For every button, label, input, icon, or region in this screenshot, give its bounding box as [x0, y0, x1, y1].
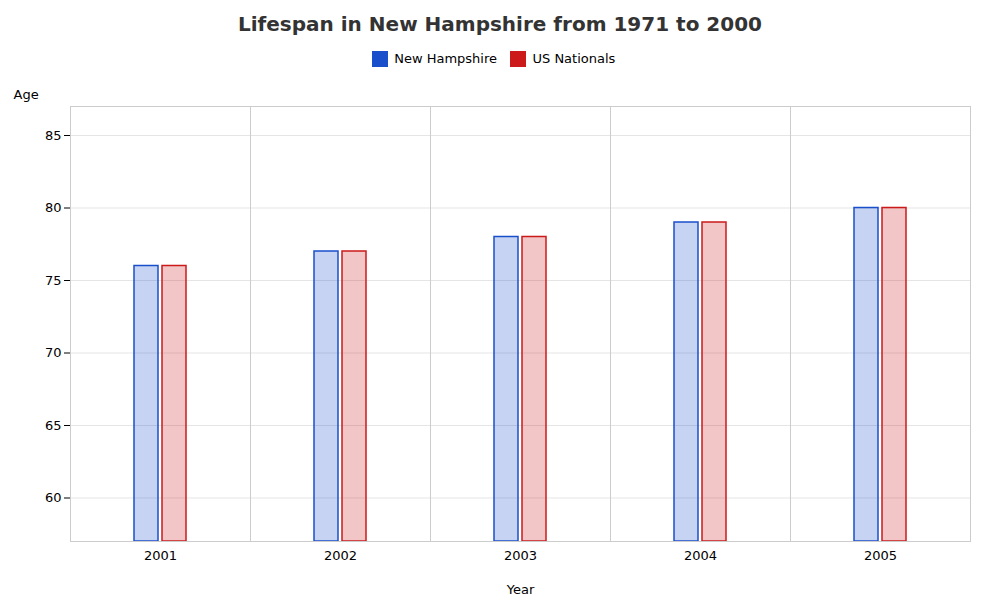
svg-text:75: 75	[45, 272, 62, 287]
svg-text:Year: Year	[506, 581, 535, 596]
html-text:New Hampshire: New Hampshire	[394, 51, 497, 66]
svg-text:2004: 2004	[684, 547, 717, 562]
html-text:US Nationals: US Nationals	[532, 51, 616, 66]
svg-text:65: 65	[45, 417, 62, 432]
svg-text:2001: 2001	[144, 547, 177, 562]
svg-text:85: 85	[45, 127, 62, 142]
svg-text:70: 70	[45, 345, 62, 360]
svg-text:2003: 2003	[504, 547, 537, 562]
svg-text:80: 80	[45, 200, 62, 215]
svg-text:2002: 2002	[324, 547, 357, 562]
svg-text:2005: 2005	[864, 547, 897, 562]
html-text:Lifespan in New Hampshire from: Lifespan in New Hampshire from 1971 to 2…	[238, 12, 762, 36]
svg-text:Age: Age	[14, 86, 39, 101]
svg-text:60: 60	[45, 490, 62, 505]
